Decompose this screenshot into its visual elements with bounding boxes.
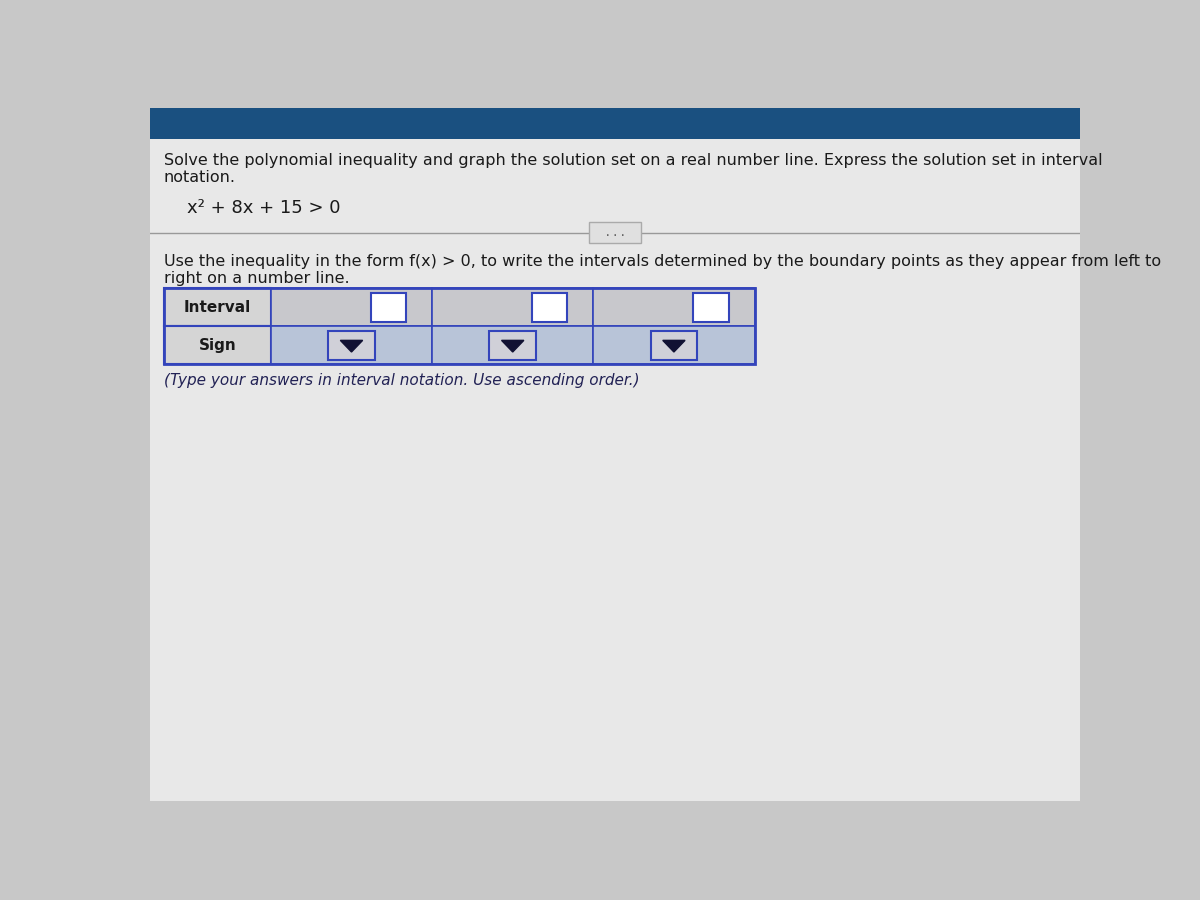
Bar [371,292,406,322]
Bar [432,327,593,364]
Text: ...: ... [604,226,626,239]
Bar [329,331,374,360]
Text: Interval: Interval [184,300,251,315]
Text: (Type your answers in interval notation. Use ascending order.): (Type your answers in interval notation.… [164,373,640,388]
Bar [164,288,271,327]
Polygon shape [502,340,524,352]
Text: Solve the polynomial inequality and graph the solution set on a real number line: Solve the polynomial inequality and grap… [164,153,1103,168]
Text: right on a number line.: right on a number line. [164,271,349,286]
Bar [271,288,432,327]
Bar [650,331,697,360]
Bar [150,108,1080,140]
Bar [593,327,755,364]
Bar [164,288,755,364]
Bar [532,292,568,322]
Bar [164,327,271,364]
Bar [589,222,641,243]
Bar [432,288,593,327]
Polygon shape [341,340,362,352]
Polygon shape [662,340,685,352]
Text: x² + 8x + 15 > 0: x² + 8x + 15 > 0 [187,200,341,218]
Text: Sign: Sign [198,338,236,353]
Text: notation.: notation. [164,170,236,185]
Bar [271,327,432,364]
Text: Use the inequality in the form f(x) > 0, to write the intervals determined by th: Use the inequality in the form f(x) > 0,… [164,254,1162,268]
Bar [593,288,755,327]
Bar [490,331,536,360]
Bar [694,292,728,322]
